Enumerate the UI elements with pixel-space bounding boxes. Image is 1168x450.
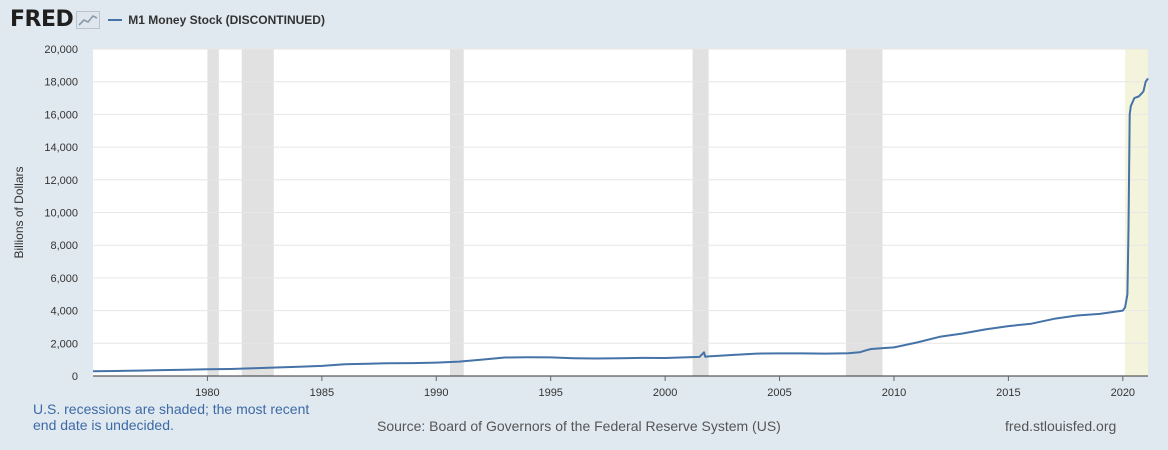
y-tick-label: 6,000 xyxy=(50,273,78,285)
legend[interactable]: M1 Money Stock (DISCONTINUED) xyxy=(108,13,325,27)
x-tick-label: 1980 xyxy=(195,387,219,399)
y-tick-label: 0 xyxy=(72,371,78,383)
x-tick-label: 2000 xyxy=(653,387,677,399)
y-tick-label: 14,000 xyxy=(44,142,78,154)
y-tick-label: 18,000 xyxy=(44,77,78,89)
x-tick-label: 2005 xyxy=(767,387,791,399)
y-tick-label: 16,000 xyxy=(44,109,78,121)
y-tick-label: 12,000 xyxy=(44,175,78,187)
site-link[interactable]: fred.stlouisfed.org xyxy=(1005,418,1117,434)
y-tick-label: 4,000 xyxy=(50,306,78,318)
chart-line-icon xyxy=(76,11,101,29)
y-tick-label: 8,000 xyxy=(50,240,78,252)
x-tick-label: 2020 xyxy=(1111,387,1135,399)
y-axis-title: Billions of Dollars xyxy=(12,166,26,258)
series-layer xyxy=(92,77,1149,373)
fred-logo[interactable]: FRED xyxy=(10,7,74,32)
x-tick-label: 1995 xyxy=(538,387,562,399)
recession-note: U.S. recessions are shaded; the most rec… xyxy=(33,401,310,433)
x-tick-label: 2010 xyxy=(882,387,906,399)
legend-line-swatch xyxy=(108,19,123,21)
chart-header: FRED M1 Money Stock (DISCONTINUED) xyxy=(10,6,325,34)
series-line xyxy=(92,77,1149,373)
x-tick-label: 1985 xyxy=(310,387,334,399)
legend-label: M1 Money Stock (DISCONTINUED) xyxy=(128,13,325,27)
source-text: Source: Board of Governors of the Federa… xyxy=(377,418,781,434)
x-tick-label: 1990 xyxy=(424,387,448,399)
y-axis-ticks: 0 2,000 4,000 6,000 8,000 10,000 12,000 14,000 1… xyxy=(44,44,78,383)
gridlines xyxy=(93,48,1148,344)
y-tick-label: 2,000 xyxy=(50,338,78,350)
x-axis-ticks: 1980 1985 1990 1995 2000 2005 2010 2015 2020 xyxy=(195,376,1135,399)
chart-area: 0 2,000 4,000 6,000 8,000 10,000 12,000 14,000 1… xyxy=(12,44,1149,399)
x-tick-label: 2015 xyxy=(996,387,1020,399)
y-tick-label: 20,000 xyxy=(44,44,78,56)
y-tick-label: 10,000 xyxy=(44,208,78,220)
